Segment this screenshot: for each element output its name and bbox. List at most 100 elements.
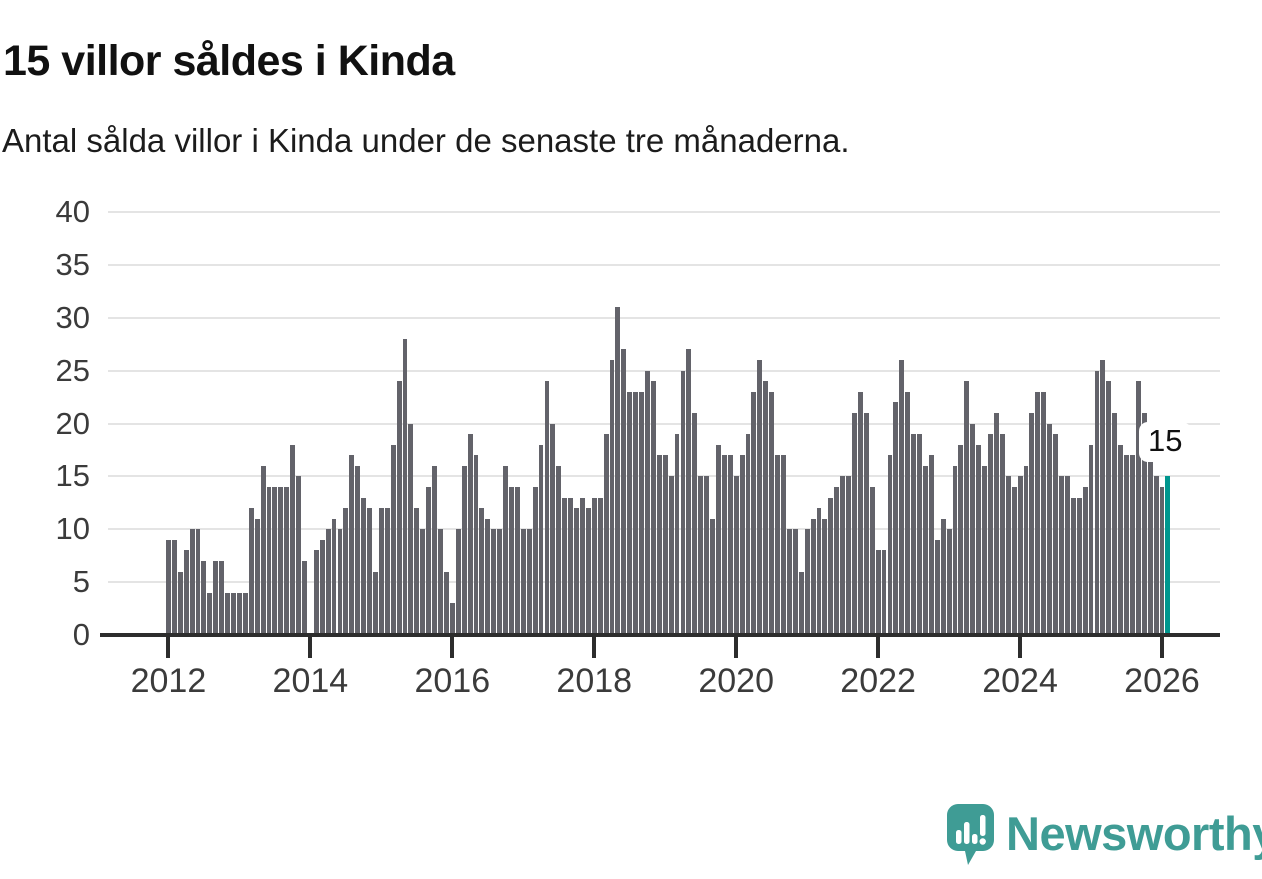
bar	[503, 465, 508, 635]
bar	[461, 465, 467, 635]
bar	[231, 592, 236, 635]
bar	[532, 486, 538, 635]
bar	[976, 444, 982, 635]
bar	[716, 444, 721, 635]
bar	[473, 455, 479, 635]
bar	[970, 423, 976, 635]
last-value-label: 15	[1139, 422, 1192, 462]
bar	[786, 529, 792, 635]
bar	[509, 486, 514, 635]
y-axis-label: 0	[72, 617, 90, 652]
bar	[704, 476, 710, 635]
bar	[650, 381, 656, 635]
y-axis-label: 40	[55, 194, 90, 229]
x-axis-tick	[876, 637, 881, 658]
bar	[242, 592, 248, 635]
bar	[1053, 434, 1058, 635]
bar	[225, 592, 231, 635]
bar	[911, 434, 917, 635]
bar	[804, 529, 810, 635]
gridline-y40	[108, 211, 1220, 213]
bar	[207, 592, 213, 635]
bar	[1041, 391, 1047, 635]
bar	[278, 486, 284, 635]
bar	[166, 539, 171, 635]
bar	[645, 370, 650, 635]
bar	[556, 465, 562, 635]
bar	[349, 455, 355, 635]
bar	[266, 486, 272, 635]
x-axis-tick	[1018, 637, 1023, 658]
bar	[857, 391, 863, 635]
y-axis-label: 5	[72, 564, 90, 600]
x-axis-label: 2024	[982, 662, 1058, 700]
y-axis-label: 15	[55, 458, 90, 494]
bar	[1076, 497, 1082, 635]
bar	[1029, 412, 1035, 635]
bar	[1017, 476, 1023, 635]
bar	[603, 434, 609, 635]
bar	[982, 465, 988, 635]
gridline-y30	[108, 316, 1220, 319]
bar	[1100, 360, 1106, 635]
bar	[721, 455, 727, 635]
bar	[390, 444, 396, 635]
bar	[769, 391, 775, 635]
bar	[189, 529, 195, 635]
exclamation-dot	[979, 838, 986, 845]
bar	[763, 381, 769, 635]
bar	[520, 529, 526, 635]
bar	[296, 476, 301, 635]
bar	[940, 518, 946, 635]
bar	[337, 529, 343, 635]
bar	[408, 423, 414, 635]
bar	[355, 465, 361, 635]
bar	[272, 486, 278, 635]
bar	[1147, 434, 1153, 635]
bar	[219, 560, 225, 635]
bar	[946, 529, 952, 635]
bar	[905, 391, 911, 635]
x-axis-label: 2026	[1124, 662, 1200, 700]
bar	[999, 434, 1005, 635]
bar	[739, 455, 745, 635]
bar	[420, 529, 426, 635]
bar	[1106, 381, 1112, 635]
bar	[668, 476, 674, 635]
x-axis-tick	[450, 637, 455, 658]
bar	[497, 529, 503, 635]
bar	[544, 381, 550, 635]
chart-bar-tall	[964, 822, 970, 844]
bar	[467, 434, 473, 635]
bar	[372, 571, 378, 635]
bar	[526, 529, 532, 635]
bar	[1153, 476, 1159, 635]
x-axis-label: 2012	[130, 662, 207, 700]
y-axis-label: 20	[55, 405, 90, 441]
bar	[958, 444, 964, 635]
bar	[822, 518, 828, 635]
x-axis-tick	[1160, 637, 1164, 658]
bar	[964, 381, 970, 635]
bar	[988, 434, 993, 635]
bar	[881, 550, 887, 635]
bar	[639, 391, 644, 635]
bar	[1070, 497, 1076, 635]
bar	[1129, 455, 1135, 635]
x-axis-line	[100, 633, 1220, 637]
bar	[290, 444, 296, 635]
bar	[846, 476, 851, 635]
bar	[917, 434, 922, 635]
bar	[674, 434, 680, 635]
bar	[1112, 412, 1118, 635]
bar	[686, 349, 692, 635]
bar	[834, 486, 840, 635]
bar	[550, 423, 556, 635]
bar	[426, 486, 432, 635]
bar	[201, 560, 207, 635]
bar	[325, 529, 331, 635]
bar	[1082, 486, 1088, 635]
bar	[491, 529, 497, 635]
bar	[775, 455, 781, 635]
bar	[692, 412, 698, 635]
